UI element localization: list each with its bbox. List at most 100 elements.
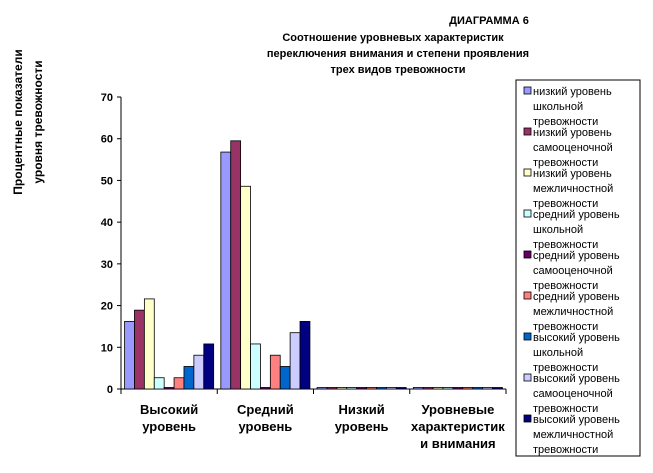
- legend-label: низкий уровень: [533, 168, 612, 180]
- category-label: Высокий: [140, 402, 198, 417]
- y-tick-label: 70: [101, 92, 113, 104]
- legend-label: низкий уровень: [533, 127, 612, 139]
- bar: [376, 387, 387, 390]
- legend-label: тревожности: [533, 444, 598, 456]
- legend-label: самооценочной: [533, 388, 613, 400]
- legend-label: средний уровень: [533, 209, 620, 221]
- bar: [220, 151, 232, 390]
- bar: [316, 387, 328, 390]
- bar: [230, 140, 242, 390]
- bar: [173, 377, 185, 390]
- bar: [412, 387, 424, 390]
- legend-label: высокий уровень: [533, 373, 620, 385]
- chart-label: ДИАГРАММА 6: [449, 15, 529, 27]
- legend-label: тревожности: [533, 362, 598, 374]
- bar: [366, 387, 377, 390]
- y-tick-label: 0: [107, 384, 113, 396]
- bar: [385, 387, 397, 390]
- bar: [356, 387, 367, 390]
- y-tick-label: 30: [101, 259, 113, 271]
- category-label: уровень: [335, 419, 389, 434]
- bar: [260, 387, 271, 390]
- category-label: Низкий: [338, 402, 384, 417]
- bar: [432, 387, 444, 390]
- legend-swatch: [523, 86, 532, 95]
- bar: [134, 309, 145, 390]
- bar: [203, 343, 215, 390]
- category-label: уровень: [238, 419, 292, 434]
- y-axis-title-line-1: Процентные показатели: [11, 49, 25, 194]
- legend-swatch: [523, 250, 532, 259]
- y-tick-label: 50: [101, 175, 113, 187]
- category-label: Уровневые: [421, 402, 494, 417]
- bar: [279, 366, 291, 390]
- category-label: Средний: [237, 402, 294, 417]
- bar: [346, 387, 358, 390]
- legend-label: низкий уровень: [533, 86, 612, 98]
- legend-swatch: [523, 168, 532, 177]
- legend-label: тревожности: [533, 157, 598, 169]
- legend-label: школьной: [533, 101, 583, 113]
- legend-label: тревожности: [533, 280, 598, 292]
- bar: [289, 332, 301, 390]
- chart-title-line-3: трех видов тревожности: [331, 64, 466, 76]
- legend-label: тревожности: [533, 239, 598, 251]
- bar: [299, 321, 311, 390]
- legend-swatch: [523, 414, 532, 423]
- bar: [326, 387, 338, 390]
- legend-label: тревожности: [533, 198, 598, 210]
- bar: [163, 387, 175, 390]
- bar: [153, 377, 165, 390]
- bar: [452, 387, 464, 390]
- legend-label: самооценочной: [533, 142, 613, 154]
- bar: [472, 387, 484, 390]
- legend-label: высокий уровень: [533, 332, 620, 344]
- legend-label: тревожности: [533, 116, 598, 128]
- legend-swatch: [523, 373, 532, 382]
- y-tick-label: 10: [101, 342, 113, 354]
- legend-swatch: [523, 127, 532, 136]
- legend-box: [515, 79, 641, 457]
- category-label: и внимания: [420, 436, 496, 451]
- chart-title-line-2: переключения внимания и степени проявлен…: [267, 48, 529, 60]
- bar: [143, 298, 155, 390]
- legend-label: межличностной: [533, 429, 613, 441]
- category-label: уровень: [142, 419, 196, 434]
- bar: [492, 387, 503, 390]
- bar: [124, 321, 135, 390]
- plot-area: 0 10 20 30 40 50 60 70 Высокий уровень Средний уров…: [101, 92, 507, 451]
- legend-swatch: [523, 332, 532, 341]
- bar: [193, 354, 205, 390]
- legend-label: межличностной: [533, 306, 613, 318]
- legend-label: школьной: [533, 224, 583, 236]
- category-label: характеристик: [411, 419, 505, 434]
- legend-label: тревожности: [533, 321, 598, 333]
- legend-label: средний уровень: [533, 250, 620, 262]
- legend-label: школьной: [533, 347, 583, 359]
- bar: [482, 387, 493, 390]
- bar: [250, 343, 261, 390]
- y-axis-title-line-2: уровня тревожности: [31, 60, 45, 183]
- legend-label: межличностной: [533, 183, 613, 195]
- chart-titles: ДИАГРАММА 6 Соотношение уровневых характ…: [267, 15, 529, 76]
- legend-swatch: [523, 209, 532, 218]
- bar: [240, 185, 251, 390]
- legend-label: средний уровень: [533, 291, 620, 303]
- bar: [183, 366, 195, 390]
- legend-label: высокий уровень: [533, 414, 620, 426]
- bar: [269, 354, 281, 390]
- bar: [395, 387, 407, 390]
- legend-label: тревожности: [533, 403, 598, 415]
- bar: [462, 387, 474, 390]
- bar: [442, 387, 454, 390]
- y-tick-label: 60: [101, 134, 113, 146]
- legend: низкий уровеньшкольнойтревожностинизкий …: [515, 79, 641, 457]
- bar: [336, 387, 348, 390]
- y-tick-label: 40: [101, 217, 113, 229]
- bar: [422, 387, 434, 390]
- chart-title-line-1: Соотношение уровневых характеристик: [282, 32, 504, 44]
- legend-swatch: [523, 291, 532, 300]
- y-axis-title: Процентные показатели уровня тревожности: [11, 49, 45, 194]
- y-tick-label: 20: [101, 301, 113, 313]
